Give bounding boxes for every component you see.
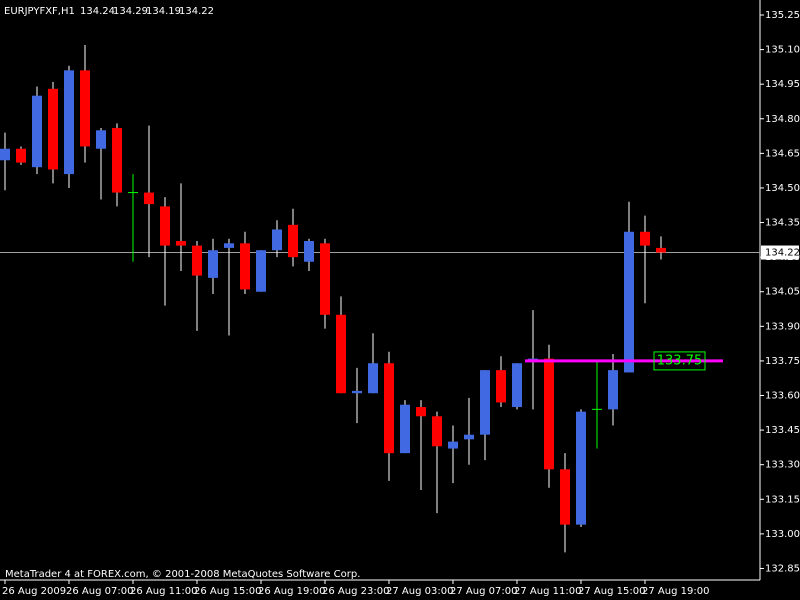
candle-body [464,434,474,440]
y-tick-label: 134.95 [765,79,800,90]
hline-label: 133.75 [657,353,703,368]
y-tick-label: 133.30 [765,460,800,471]
candle-body [640,231,650,246]
y-tick-label: 133.75 [765,356,800,367]
price-box-label: 134.22 [765,248,800,259]
x-tick-label: 27 Aug 03:00 [386,586,453,597]
candle-body [304,240,314,262]
candle-body [288,224,298,258]
candle-body [624,231,634,373]
candle-body [448,441,458,449]
y-tick-label: 135.25 [765,10,800,21]
candle-body [160,206,170,246]
header-high: 134.29 [113,6,148,17]
x-tick-label: 26 Aug 07:00 [66,586,133,597]
candle-body [224,243,234,248]
x-tick-label: 27 Aug 15:00 [578,586,645,597]
y-tick-label: 134.65 [765,148,800,159]
y-tick-label: 133.90 [765,321,800,332]
y-tick-label: 134.35 [765,218,800,229]
candle-body [576,411,586,525]
candle-body [192,245,202,276]
x-tick-label: 26 Aug 11:00 [130,586,197,597]
y-tick-label: 132.85 [765,563,800,574]
x-tick-label: 27 Aug 19:00 [642,586,709,597]
candle-body [64,70,74,175]
candle-body [336,314,346,394]
candle-body [544,358,554,470]
candle-body [480,370,490,435]
y-tick-label: 135.10 [765,45,800,56]
candle-body [176,240,186,246]
x-tick-label: 26 Aug 23:00 [322,586,389,597]
candle-body [656,247,666,253]
hline-label-box [653,351,706,371]
candle-body [272,229,282,251]
candle-body [384,363,394,454]
candle-body [48,88,58,170]
header-close: 134.22 [179,6,214,17]
y-tick-label: 133.00 [765,529,800,540]
price-box [761,245,799,260]
candle-body [32,95,42,168]
x-tick-label: 27 Aug 11:00 [514,586,581,597]
y-tick-label: 133.45 [765,425,800,436]
candle-body [208,250,218,278]
candle-body [320,243,330,315]
candle-body [240,243,250,290]
x-tick-label: 26 Aug 19:00 [258,586,325,597]
candle-body [0,148,10,161]
y-tick-label: 134.50 [765,183,800,194]
candle-body [608,370,618,410]
candle-body [16,148,26,163]
header-open: 134.24 [80,6,115,17]
candle-body [112,127,122,193]
candle-body [96,130,106,149]
footer: MetaTrader 4 at FOREX.com, © 2001-2008 M… [5,569,360,580]
y-tick-label: 133.15 [765,494,800,505]
y-tick-label: 134.80 [765,114,800,125]
candle-body [560,469,570,525]
candle-body [368,363,378,394]
candle-body [352,390,362,394]
candle-body [400,404,410,454]
candle-body [432,416,442,447]
candle-body [144,192,154,205]
symbol-title: EURJPYFXF,H1 [4,6,75,17]
candle-body [80,70,90,147]
header-low: 134.19 [146,6,181,17]
x-tick-label: 26 Aug 2009 [2,586,66,597]
candle-body [416,407,426,417]
candle-body [496,370,506,403]
x-tick-label: 26 Aug 15:00 [194,586,261,597]
y-tick-label: 133.60 [765,391,800,402]
candle-body [512,363,522,408]
y-tick-label: 134.05 [765,287,800,298]
candle-body [256,250,266,292]
x-tick-label: 27 Aug 07:00 [450,586,517,597]
